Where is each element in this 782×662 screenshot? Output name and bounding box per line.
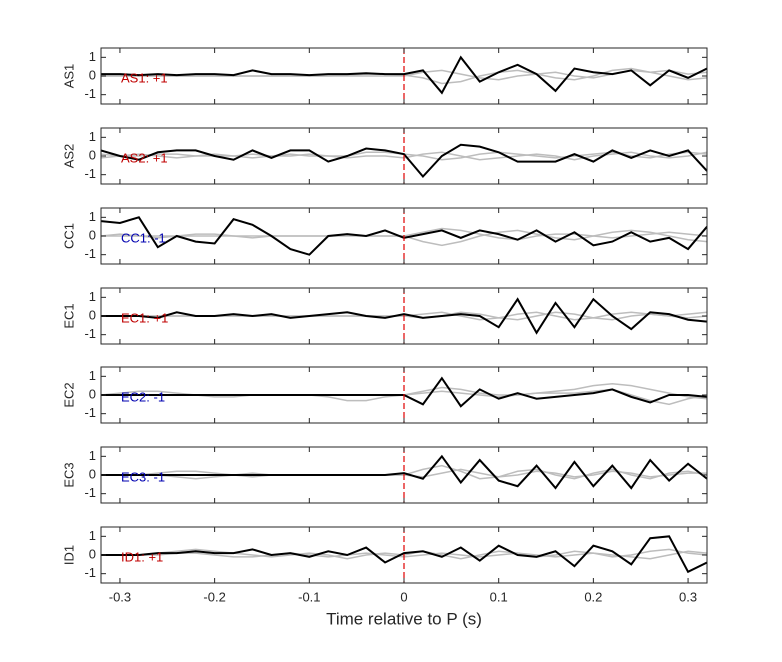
- annotation: EC3: -1: [121, 469, 165, 484]
- y-tick-label: 1: [89, 49, 96, 64]
- y-axis-label: AS1: [61, 64, 76, 89]
- x-tick-label: 0: [400, 589, 407, 604]
- y-tick-label: 1: [89, 289, 96, 304]
- x-tick-label: -0.1: [298, 589, 320, 604]
- annotation: ID1: +1: [121, 549, 163, 564]
- y-tick-label: 0: [89, 546, 96, 561]
- y-axis-label: CC1: [61, 223, 76, 249]
- y-tick-label: 0: [89, 227, 96, 242]
- y-axis-label: EC3: [61, 462, 76, 487]
- y-tick-label: -1: [84, 326, 96, 341]
- y-tick-label: -1: [84, 565, 96, 580]
- y-tick-label: 1: [89, 528, 96, 543]
- series-line: [101, 143, 707, 179]
- y-tick-label: -1: [84, 86, 96, 101]
- y-axis-label: EC2: [61, 382, 76, 407]
- x-tick-label: 0.3: [679, 589, 697, 604]
- y-tick-label: 1: [89, 448, 96, 463]
- annotation: EC2: -1: [121, 389, 165, 404]
- x-tick-label: -0.3: [109, 589, 131, 604]
- y-axis-label: ID1: [61, 545, 76, 565]
- x-tick-label: -0.2: [203, 589, 225, 604]
- x-axis-label: Time relative to P (s): [326, 609, 482, 628]
- y-tick-label: 0: [89, 307, 96, 322]
- annotation: AS2: +1: [121, 150, 168, 165]
- y-tick-label: 0: [89, 386, 96, 401]
- x-tick-label: 0.1: [490, 589, 508, 604]
- y-tick-label: 0: [89, 67, 96, 82]
- series-line: [101, 535, 707, 574]
- y-tick-label: 0: [89, 147, 96, 162]
- annotation: EC1: +1: [121, 310, 168, 325]
- series-line: [101, 454, 707, 490]
- y-tick-label: 1: [89, 368, 96, 383]
- y-axis-label: AS2: [61, 144, 76, 169]
- x-tick-label: 0.2: [584, 589, 602, 604]
- series-line: [101, 55, 707, 95]
- series-line: [101, 297, 707, 335]
- y-tick-label: -1: [84, 246, 96, 261]
- annotation: CC1: -1: [121, 230, 166, 245]
- y-tick-label: 1: [89, 209, 96, 224]
- y-tick-label: -1: [84, 485, 96, 500]
- annotation: AS1: +1: [121, 70, 168, 85]
- y-tick-label: 1: [89, 129, 96, 144]
- y-tick-label: -1: [84, 405, 96, 420]
- y-tick-label: 0: [89, 466, 96, 481]
- y-axis-label: EC1: [61, 303, 76, 328]
- y-tick-label: -1: [84, 166, 96, 181]
